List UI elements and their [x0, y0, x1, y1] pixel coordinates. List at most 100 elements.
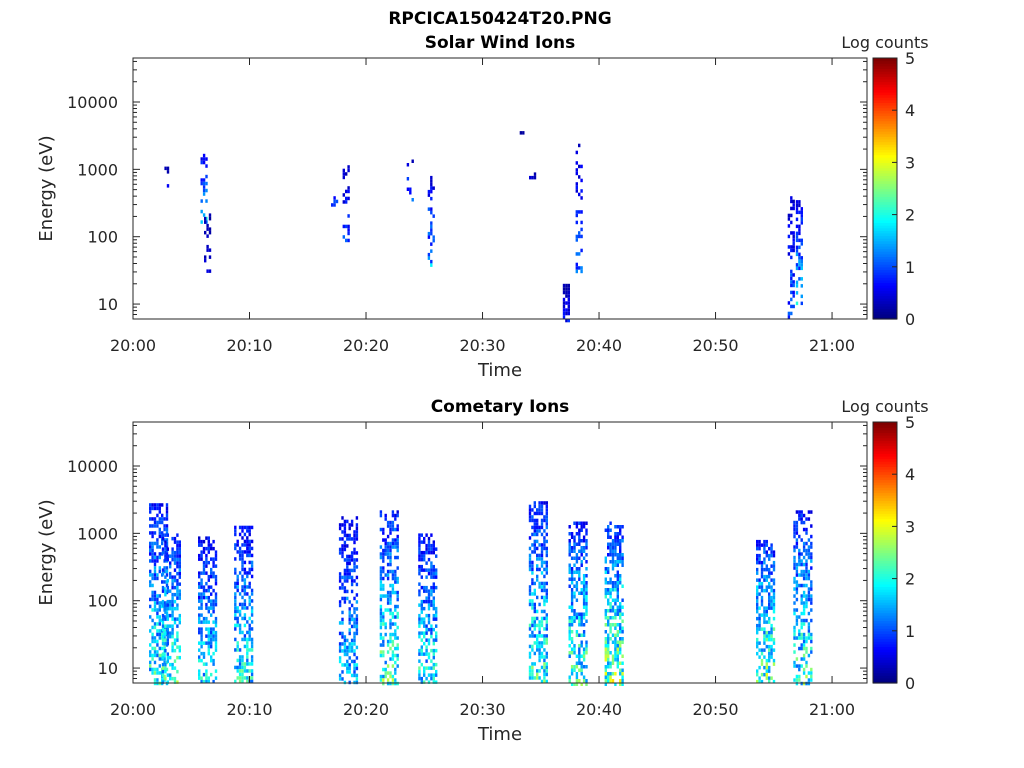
spectrogram-cell [391, 622, 395, 626]
spectrogram-cell [153, 604, 157, 609]
spectrogram-cell [795, 569, 799, 574]
spectrogram-cell [611, 605, 615, 609]
spectrogram-cell [538, 501, 541, 505]
spectrogram-cell [805, 681, 808, 686]
spectrogram-cell [435, 547, 438, 551]
spectrogram-cell [200, 627, 203, 631]
spectrogram-cell [765, 567, 768, 572]
spectrogram-cell [536, 595, 539, 600]
spectrogram-cell [164, 606, 167, 611]
spectrogram-cell [151, 618, 154, 623]
x-tick-label: 20:50 [692, 700, 738, 719]
spectrogram-cell [151, 646, 154, 651]
spectrogram-cell [353, 547, 356, 552]
spectrogram-cell [798, 277, 801, 281]
spectrogram-cell [798, 667, 801, 672]
spectrogram-cell [790, 206, 793, 211]
spectrogram-cell [575, 588, 579, 592]
spectrogram-cell [619, 577, 622, 581]
spectrogram-cell [166, 170, 170, 174]
spectrogram-cell [528, 585, 532, 589]
colorbar-segment [873, 539, 897, 543]
spectrogram-cell [420, 645, 423, 649]
spectrogram-cell [621, 626, 624, 630]
spectrogram-cell [165, 552, 169, 556]
spectrogram-cell [338, 621, 342, 625]
spectrogram-cell [760, 679, 764, 684]
spectrogram-cell [248, 581, 251, 586]
spectrogram-cell [802, 545, 806, 549]
spectrogram-cell [391, 664, 395, 668]
colorbar-segment [873, 204, 897, 208]
spectrogram-cell [418, 550, 421, 555]
spectrogram-cell [607, 542, 610, 546]
spectrogram-cell [346, 659, 349, 664]
colorbar-segment [873, 217, 897, 221]
spectrogram-cell [164, 617, 167, 621]
spectrogram-cell [609, 616, 612, 620]
spectrogram-cell [430, 571, 433, 576]
spectrogram-cell [575, 633, 579, 637]
spectrogram-cell [793, 678, 796, 682]
spectrogram-cell [384, 594, 387, 598]
spectrogram-cell [396, 580, 399, 584]
spectrogram-cell [389, 531, 392, 535]
spectrogram-cell [430, 550, 433, 555]
spectrogram-cell [604, 658, 607, 662]
spectrogram-cell [394, 671, 397, 675]
spectrogram-cell [425, 561, 428, 565]
spectrogram-cell [578, 549, 581, 553]
colorbar-segment [873, 450, 897, 454]
spectrogram-cell [802, 671, 806, 675]
spectrogram-cell [427, 680, 431, 684]
spectrogram-cell [427, 550, 431, 555]
spectrogram-cell [756, 567, 759, 572]
spectrogram-cell [206, 223, 209, 228]
spectrogram-cell [355, 624, 359, 629]
spectrogram-cell [792, 245, 795, 249]
spectrogram-cell [176, 571, 179, 576]
spectrogram-cell [536, 511, 539, 516]
spectrogram-cell [568, 539, 571, 543]
spectrogram-cell [756, 553, 759, 558]
colorbar-segment [873, 620, 897, 624]
spectrogram-cell [763, 665, 766, 670]
spectrogram-cell [578, 616, 581, 620]
spectrogram-cell [800, 256, 803, 260]
spectrogram-cell [519, 131, 523, 135]
spectrogram-cell [198, 536, 201, 540]
spectrogram-cell [250, 655, 254, 659]
spectrogram-cell [205, 536, 208, 540]
spectrogram-cell [176, 680, 179, 684]
spectrogram-cell [621, 539, 624, 543]
colorbar-segment [873, 609, 897, 614]
spectrogram-cell [158, 601, 161, 605]
spectrogram-cell [236, 676, 239, 680]
spectrogram-cell [802, 562, 806, 567]
spectrogram-cell [350, 649, 354, 653]
spectrogram-cell [353, 663, 356, 667]
spectrogram-cell [176, 638, 179, 642]
spectrogram-cell [770, 651, 773, 656]
spectrogram-cell [798, 632, 801, 637]
spectrogram-cell [800, 538, 803, 542]
colorbar-segment [873, 141, 897, 145]
spectrogram-cell [545, 679, 548, 684]
spectrogram-cell [389, 569, 392, 574]
spectrogram-cell [241, 662, 244, 666]
colorbar-segment [873, 78, 897, 83]
spectrogram-cell [585, 539, 588, 543]
spectrogram-cell [169, 673, 172, 677]
spectrogram-cell [543, 546, 546, 551]
colorbar-segment [873, 196, 897, 200]
spectrogram-cell [178, 655, 181, 660]
spectrogram-cell [343, 568, 347, 573]
spectrogram-cell [207, 578, 210, 582]
spectrogram-cell [250, 641, 254, 645]
spectrogram-cell [241, 630, 244, 635]
panel-title: Cometary Ions [431, 397, 570, 417]
spectrogram-cell [580, 189, 583, 193]
spectrogram-cell [173, 641, 177, 646]
spectrogram-cell [248, 567, 251, 572]
spectrogram-cell [765, 585, 768, 589]
